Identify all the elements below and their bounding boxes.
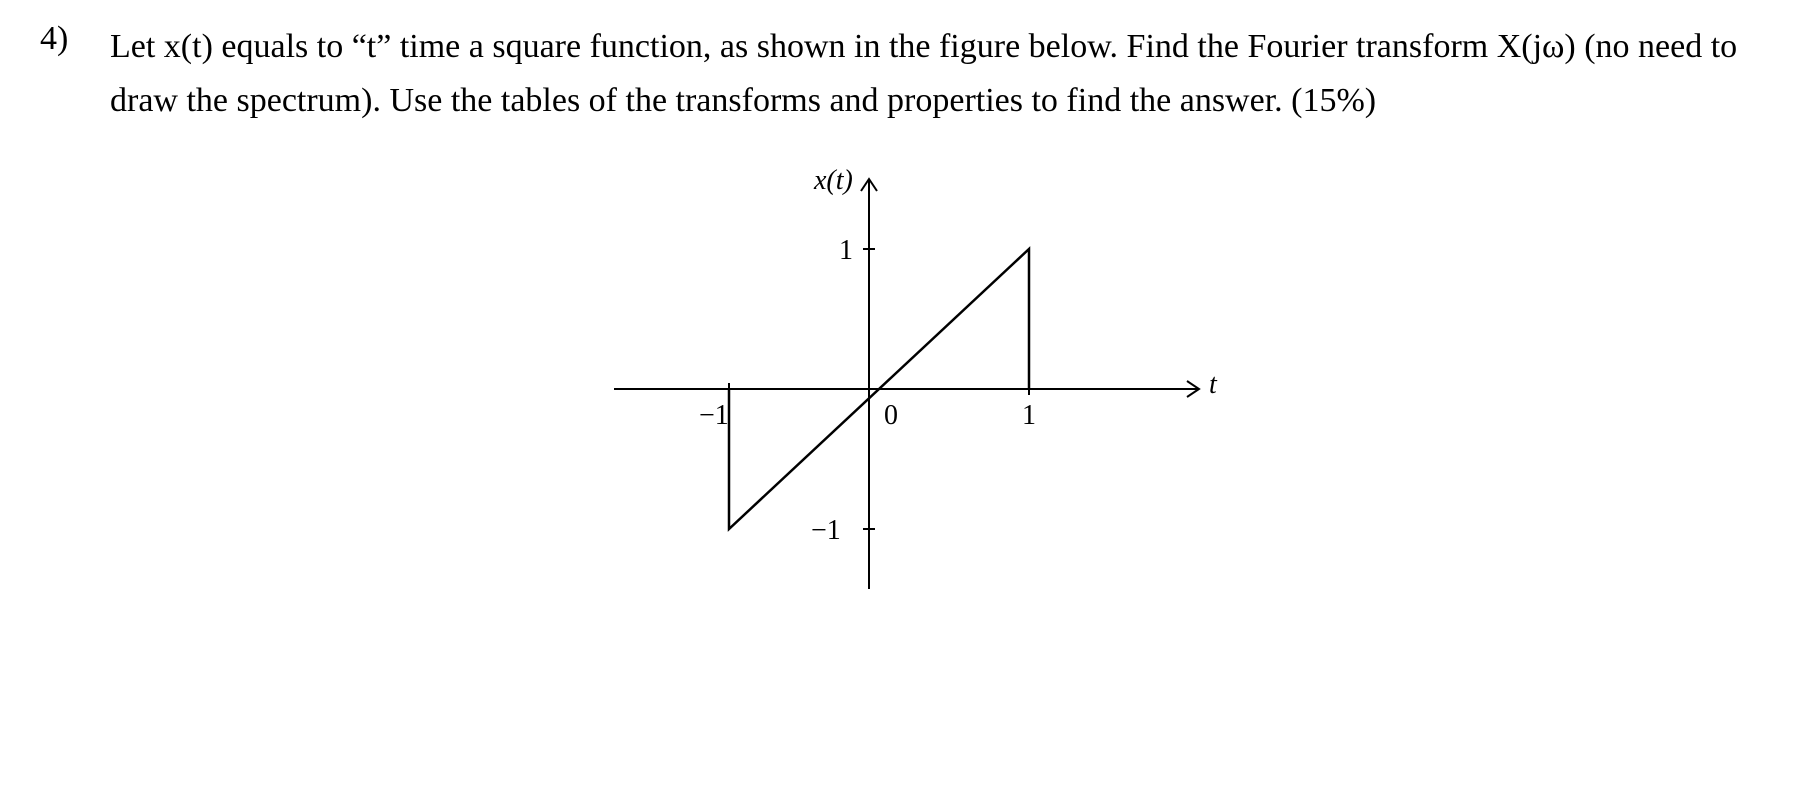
x-tick-label-pos1: 1 <box>1022 400 1036 431</box>
question-text: Let x(t) equals to “t” time a square fun… <box>110 20 1777 129</box>
x-tick-label-neg1: −1 <box>699 400 729 431</box>
figure-container: x(t) t −1 0 1 1 −1 <box>40 159 1777 609</box>
y-axis-label: x(t) <box>813 165 853 196</box>
function-graph: x(t) t −1 0 1 1 −1 <box>559 159 1259 609</box>
y-tick-label-neg1: −1 <box>811 515 841 546</box>
x-axis-label: t <box>1209 369 1218 400</box>
y-tick-label-pos1: 1 <box>839 235 853 266</box>
question-number: 4) <box>40 20 90 58</box>
x-tick-label-0: 0 <box>884 400 898 431</box>
question-container: 4) Let x(t) equals to “t” time a square … <box>40 20 1777 129</box>
